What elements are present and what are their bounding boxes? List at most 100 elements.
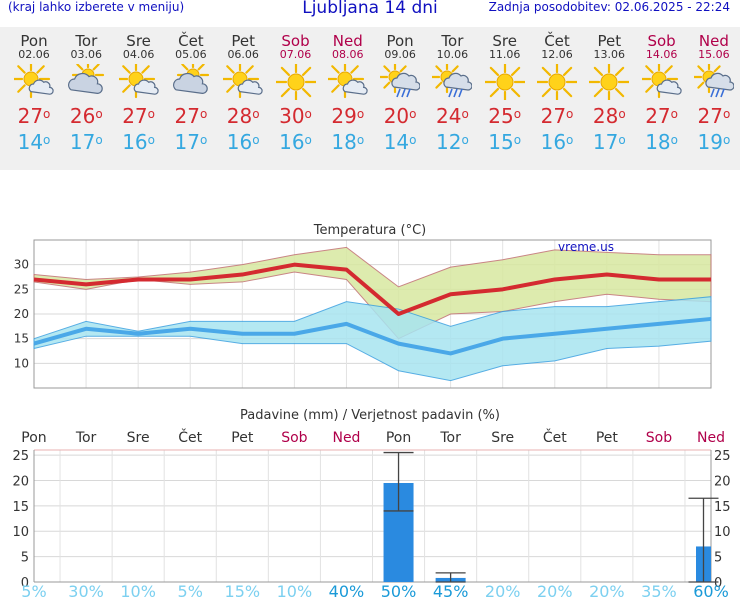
precip-probability: 5%: [178, 582, 203, 600]
category-label: Sob: [646, 430, 672, 446]
sun-icon: [589, 64, 630, 100]
y-tick-label: 25: [14, 282, 29, 296]
last-update: Zadnja posodobitev: 02.06.2025 - 22:24: [488, 0, 730, 14]
max-temp: 25o: [488, 104, 522, 128]
sun-icon: [537, 64, 577, 100]
min-temp: 18o: [331, 130, 365, 154]
sun-cloud-icon: [14, 64, 54, 99]
day-name: Pet: [597, 32, 622, 50]
category-label: Čet: [543, 428, 567, 446]
precip-probability: 60%: [693, 582, 729, 600]
day-date: 11.06: [488, 48, 521, 61]
forecast-day: Čet 05.06 27o 17o: [165, 33, 217, 155]
day-name: Pon: [386, 32, 414, 50]
y-tick-label: 25: [714, 449, 731, 464]
day-name: Pon: [20, 32, 48, 50]
min-temp: 12o: [435, 130, 469, 154]
y-tick-label: 10: [714, 525, 731, 540]
sun-cloud-icon: [327, 64, 368, 99]
y-tick-label: 20: [12, 474, 29, 489]
precip-probability: 30%: [68, 582, 104, 600]
day-date: 13.06: [593, 48, 626, 61]
category-label: Tor: [439, 430, 461, 446]
min-temp: 15o: [488, 130, 522, 154]
forecast-day: Pon 09.06 20o 14o: [374, 33, 426, 155]
precip-probability: 50%: [381, 582, 417, 600]
day-date: 10.06: [436, 48, 469, 61]
day-name: Sob: [281, 32, 310, 50]
min-temp: 17o: [69, 130, 103, 154]
sun-cloud-icon: [641, 64, 682, 99]
max-temp: 27o: [17, 104, 51, 128]
category-label: Pet: [231, 430, 254, 446]
day-date: 09.06: [384, 48, 416, 61]
day-date: 14.06: [645, 48, 678, 61]
min-temp: 14o: [383, 130, 417, 154]
category-label: Sre: [127, 430, 150, 446]
category-label: Pon: [21, 430, 46, 446]
forecast-day: Pon 02.06 27o 14o: [8, 33, 60, 155]
forecast-day: Čet 12.06 27o 16o: [531, 33, 583, 155]
category-label: Pon: [386, 430, 411, 446]
precip-probability: 40%: [329, 582, 365, 600]
chart-title: Temperatura (°C): [313, 223, 426, 238]
category-label: Sob: [281, 430, 307, 446]
precip-probability: 20%: [485, 582, 521, 600]
menu-hint: (kraj lahko izberete v meniju): [8, 0, 185, 14]
max-temp: 27o: [697, 104, 731, 128]
day-date: 15.06: [698, 48, 730, 61]
category-label: Sre: [491, 430, 514, 446]
forecast-day: Tor 10.06 24o 12o: [426, 33, 478, 155]
day-date: 06.06: [227, 48, 259, 61]
forecast-day: Ned 08.06 29o 18o: [322, 33, 374, 155]
y-tick-label: 0: [21, 576, 29, 591]
day-name: Čet: [178, 32, 204, 50]
day-date: 04.06: [122, 48, 155, 61]
min-temp: 19o: [697, 130, 731, 154]
day-date: 07.06: [279, 48, 312, 61]
forecast-band: [0, 27, 740, 170]
category-label: Tor: [75, 430, 97, 446]
day-date: 03.06: [70, 48, 103, 61]
day-name: Tor: [441, 32, 464, 50]
category-label: Čet: [178, 428, 202, 446]
forecast-day: Pet 13.06 28o 17o: [583, 33, 635, 155]
cloudy-sun-icon: [68, 64, 105, 95]
max-temp: 28o: [592, 104, 626, 128]
forecast-day: Sre 04.06 27o 16o: [113, 33, 165, 155]
day-name: Ned: [698, 32, 729, 50]
max-temp: 30o: [279, 104, 312, 128]
precip-probability: 45%: [433, 582, 469, 600]
forecast-day: Sre 11.06 25o 15o: [479, 33, 531, 155]
max-temp: 27o: [540, 104, 574, 128]
y-tick-label: 15: [714, 500, 731, 515]
forecast-day: Tor 03.06 26o 17o: [60, 33, 112, 155]
max-temp: 26o: [69, 104, 103, 128]
forecast-day: Pet 06.06 28o 16o: [217, 33, 269, 155]
sun-icon: [275, 64, 316, 100]
day-date: 08.06: [332, 48, 364, 61]
max-temp-line: [33, 262, 711, 316]
day-name: Sob: [647, 32, 676, 50]
min-temp: 16o: [122, 130, 155, 154]
y-tick-label: 0: [714, 576, 722, 591]
temperature-chart: Temperatura (°C) 10 15 20 25 30 vreme.us: [14, 223, 712, 389]
y-tick-label: 20: [714, 474, 731, 489]
y-tick-label: 10: [12, 525, 29, 540]
day-name: Čet: [544, 32, 570, 50]
chart-title: Padavine (mm) / Verjetnost padavin (%): [240, 408, 500, 423]
sun-cloud-rain-icon: [432, 64, 473, 98]
y-tick-label: 20: [14, 307, 29, 321]
max-temp: 20o: [383, 104, 417, 128]
min-temp: 14o: [17, 130, 51, 154]
min-temp: 16o: [226, 130, 260, 154]
watermark: vreme.us: [558, 240, 614, 254]
min-temp: 17o: [174, 130, 208, 154]
precipitation-chart: Padavine (mm) / Verjetnost padavin (%) Po…: [12, 408, 731, 600]
day-name: Sre: [492, 32, 517, 50]
precip-probability: 10%: [120, 582, 156, 600]
y-tick-label: 15: [12, 500, 29, 515]
max-temp: 27o: [174, 104, 208, 128]
forecast-day: Sob 07.06 30o 16o: [270, 33, 322, 155]
precip-probability: 5%: [21, 582, 46, 600]
